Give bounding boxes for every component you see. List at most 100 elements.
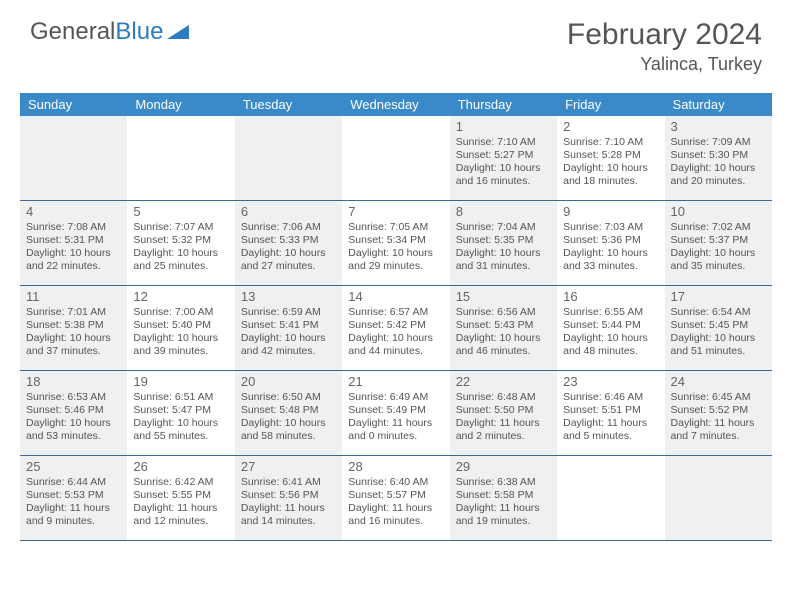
calendar-cell: 17 Sunrise: 6:54 AMSunset: 5:45 PMDayligh…	[665, 286, 772, 370]
logo: GeneralBlue	[30, 18, 189, 46]
day-number: 26	[133, 459, 228, 474]
day-number: 5	[133, 204, 228, 219]
sunrise: Sunrise: 7:01 AM	[26, 306, 121, 319]
day-number: 8	[456, 204, 551, 219]
sunrise: Sunrise: 6:48 AM	[456, 391, 551, 404]
daylight: Daylight: 10 hours and 55 minutes.	[133, 417, 228, 443]
daylight: Daylight: 10 hours and 18 minutes.	[563, 162, 658, 188]
calendar-cell: 13 Sunrise: 6:59 AMSunset: 5:41 PMDayligh…	[235, 286, 342, 370]
sun-info: Sunrise: 7:09 AMSunset: 5:30 PMDaylight:…	[671, 136, 766, 189]
daylight: Daylight: 10 hours and 37 minutes.	[26, 332, 121, 358]
sunset: Sunset: 5:49 PM	[348, 404, 443, 417]
daylight: Daylight: 11 hours and 0 minutes.	[348, 417, 443, 443]
day-number: 13	[241, 289, 336, 304]
logo-text-blue: Blue	[115, 18, 163, 46]
sunset: Sunset: 5:38 PM	[26, 319, 121, 332]
sunrise: Sunrise: 6:40 AM	[348, 476, 443, 489]
sunrise: Sunrise: 6:44 AM	[26, 476, 121, 489]
sunrise: Sunrise: 6:42 AM	[133, 476, 228, 489]
daylight: Daylight: 10 hours and 27 minutes.	[241, 247, 336, 273]
day-number: 1	[456, 119, 551, 134]
daylight: Daylight: 10 hours and 53 minutes.	[26, 417, 121, 443]
day-number: 23	[563, 374, 658, 389]
sun-info: Sunrise: 7:06 AMSunset: 5:33 PMDaylight:…	[241, 221, 336, 274]
sun-info: Sunrise: 6:51 AMSunset: 5:47 PMDaylight:…	[133, 391, 228, 444]
calendar-cell: 20Sunrise: 6:50 AMSunset: 5:48 PMDayligh…	[235, 371, 342, 455]
calendar-cell	[342, 116, 449, 200]
sun-info: Sunrise: 6:46 AMSunset: 5:51 PMDaylight:…	[563, 391, 658, 444]
month-title: February 2024	[567, 18, 762, 52]
sunrise: Sunrise: 7:05 AM	[348, 221, 443, 234]
calendar-cell: 24Sunrise: 6:45 AMSunset: 5:52 PMDayligh…	[665, 371, 772, 455]
calendar-cell: 1Sunrise: 7:10 AMSunset: 5:27 PMDaylight…	[450, 116, 557, 200]
calendar-cell: 19 Sunrise: 6:51 AMSunset: 5:47 PMDayligh…	[127, 371, 234, 455]
sun-info: Sunrise: 7:04 AMSunset: 5:35 PMDaylight:…	[456, 221, 551, 274]
sunrise: Sunrise: 6:59 AM	[241, 306, 336, 319]
calendar-cell: 16Sunrise: 6:55 AMSunset: 5:44 PMDayligh…	[557, 286, 664, 370]
location: Yalinca, Turkey	[567, 54, 762, 75]
calendar-row: 11Sunrise: 7:01 AMSunset: 5:38 PMDayligh…	[20, 286, 772, 371]
daylight: Daylight: 10 hours and 33 minutes.	[563, 247, 658, 273]
day-number: 18	[26, 374, 121, 389]
daylight: Daylight: 10 hours and 39 minutes.	[133, 332, 228, 358]
daylight: Daylight: 10 hours and 48 minutes.	[563, 332, 658, 358]
calendar-cell: 2 Sunrise: 7:10 AMSunset: 5:28 PMDaylight…	[557, 116, 664, 200]
sun-info: Sunrise: 6:54 AMSunset: 5:45 PMDaylight:…	[671, 306, 766, 359]
day-number: 19	[133, 374, 228, 389]
calendar-row: 1Sunrise: 7:10 AMSunset: 5:27 PMDaylight…	[20, 116, 772, 201]
day-number: 27	[241, 459, 336, 474]
day-header: Wednesday	[342, 93, 449, 116]
sun-info: Sunrise: 6:55 AMSunset: 5:44 PMDaylight:…	[563, 306, 658, 359]
day-number: 24	[671, 374, 766, 389]
calendar-cell: 22Sunrise: 6:48 AMSunset: 5:50 PMDayligh…	[450, 371, 557, 455]
sunrise: Sunrise: 6:49 AM	[348, 391, 443, 404]
sun-info: Sunrise: 6:40 AMSunset: 5:57 PMDaylight:…	[348, 476, 443, 529]
day-header: Saturday	[665, 93, 772, 116]
sunrise: Sunrise: 6:57 AM	[348, 306, 443, 319]
day-number: 2	[563, 119, 658, 134]
calendar-cell: 23 Sunrise: 6:46 AMSunset: 5:51 PMDayligh…	[557, 371, 664, 455]
sunrise: Sunrise: 6:56 AM	[456, 306, 551, 319]
sunset: Sunset: 5:41 PM	[241, 319, 336, 332]
calendar-cell: 5Sunrise: 7:07 AMSunset: 5:32 PMDaylight…	[127, 201, 234, 285]
calendar-cell	[20, 116, 127, 200]
calendar-cell: 21Sunrise: 6:49 AMSunset: 5:49 PMDayligh…	[342, 371, 449, 455]
sunset: Sunset: 5:52 PM	[671, 404, 766, 417]
daylight: Daylight: 11 hours and 2 minutes.	[456, 417, 551, 443]
sun-info: Sunrise: 6:57 AMSunset: 5:42 PMDaylight:…	[348, 306, 443, 359]
sun-info: Sunrise: 7:08 AMSunset: 5:31 PMDaylight:…	[26, 221, 121, 274]
sunset: Sunset: 5:37 PM	[671, 234, 766, 247]
day-number: 22	[456, 374, 551, 389]
day-header: Sunday	[20, 93, 127, 116]
calendar-cell: 18Sunrise: 6:53 AMSunset: 5:46 PMDayligh…	[20, 371, 127, 455]
sunrise: Sunrise: 6:54 AM	[671, 306, 766, 319]
sunrise: Sunrise: 7:10 AM	[563, 136, 658, 149]
calendar-cell: 6 Sunrise: 7:06 AMSunset: 5:33 PMDaylight…	[235, 201, 342, 285]
sun-info: Sunrise: 7:10 AMSunset: 5:28 PMDaylight:…	[563, 136, 658, 189]
calendar-cell: 9Sunrise: 7:03 AMSunset: 5:36 PMDaylight…	[557, 201, 664, 285]
sunset: Sunset: 5:40 PM	[133, 319, 228, 332]
sunset: Sunset: 5:43 PM	[456, 319, 551, 332]
day-number: 15	[456, 289, 551, 304]
sun-info: Sunrise: 7:03 AMSunset: 5:36 PMDaylight:…	[563, 221, 658, 274]
sunset: Sunset: 5:53 PM	[26, 489, 121, 502]
calendar-cell: 26Sunrise: 6:42 AMSunset: 5:55 PMDayligh…	[127, 456, 234, 540]
sun-info: Sunrise: 6:38 AMSunset: 5:58 PMDaylight:…	[456, 476, 551, 529]
sunrise: Sunrise: 7:07 AM	[133, 221, 228, 234]
day-number: 3	[671, 119, 766, 134]
sunset: Sunset: 5:58 PM	[456, 489, 551, 502]
sunrise: Sunrise: 7:10 AM	[456, 136, 551, 149]
daylight: Daylight: 11 hours and 16 minutes.	[348, 502, 443, 528]
sunrise: Sunrise: 6:55 AM	[563, 306, 658, 319]
calendar-cell: 14Sunrise: 6:57 AMSunset: 5:42 PMDayligh…	[342, 286, 449, 370]
sunset: Sunset: 5:34 PM	[348, 234, 443, 247]
daylight: Daylight: 10 hours and 42 minutes.	[241, 332, 336, 358]
day-number: 6	[241, 204, 336, 219]
logo-text-general: General	[30, 18, 115, 46]
calendar-cell	[665, 456, 772, 540]
sunset: Sunset: 5:51 PM	[563, 404, 658, 417]
daylight: Daylight: 11 hours and 9 minutes.	[26, 502, 121, 528]
day-number: 17	[671, 289, 766, 304]
calendar-cell: 8 Sunrise: 7:04 AMSunset: 5:35 PMDaylight…	[450, 201, 557, 285]
daylight: Daylight: 10 hours and 20 minutes.	[671, 162, 766, 188]
